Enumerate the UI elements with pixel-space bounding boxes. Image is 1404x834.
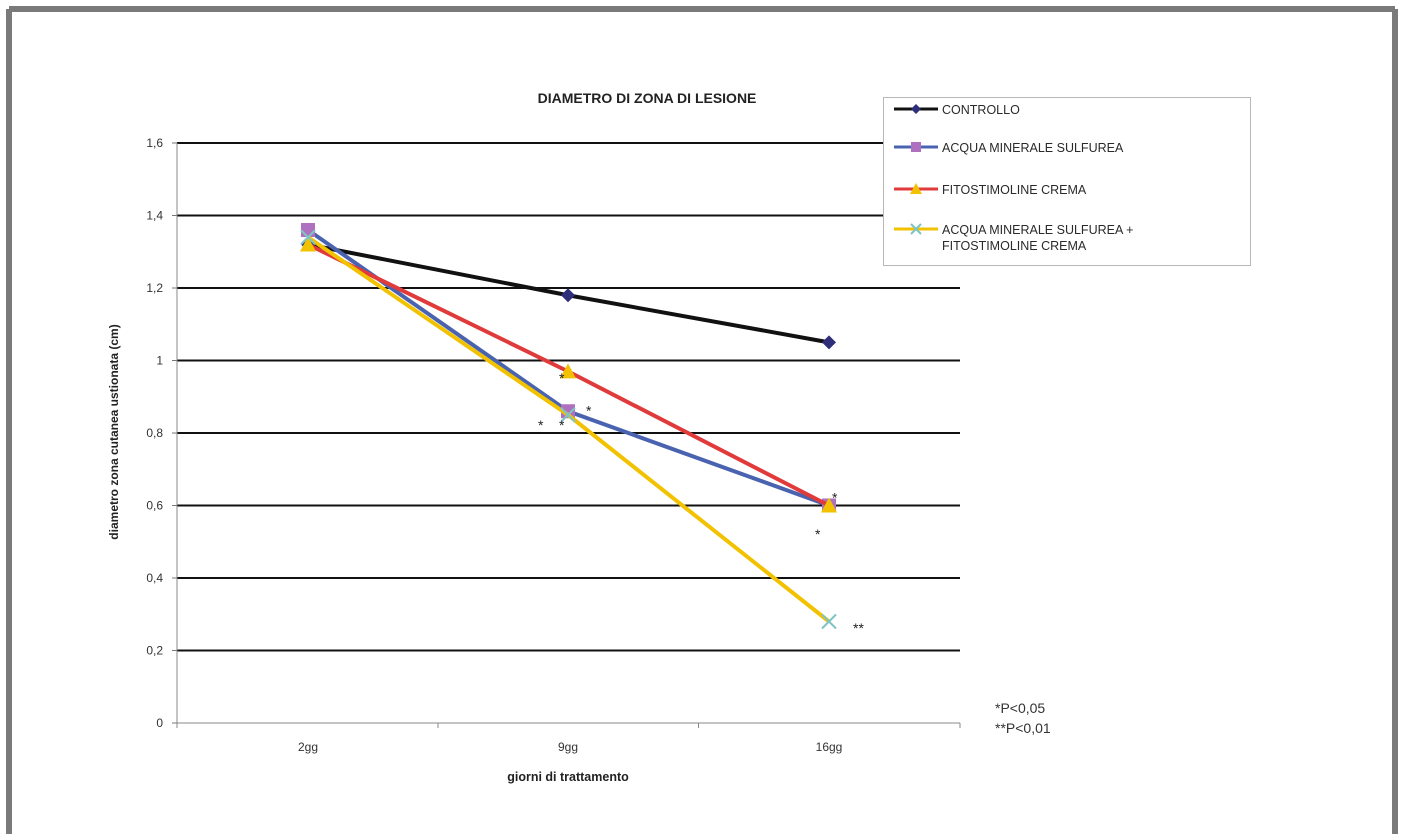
y-tick-label: 0 xyxy=(156,716,163,730)
x-axis-ticks: 2gg 9gg 16gg xyxy=(176,723,961,754)
legend-label: FITOSTIMOLINE CREMA xyxy=(942,183,1087,197)
y-tick-label: 1,6 xyxy=(146,136,163,150)
gridlines xyxy=(176,142,960,724)
marker-triangle xyxy=(910,183,922,194)
x-axis-label: giorni di trattamento xyxy=(507,770,629,784)
y-tick-label: 1 xyxy=(156,354,163,368)
significance-notes: *P<0,05 **P<0,01 xyxy=(995,698,1051,738)
series-3 xyxy=(300,229,837,630)
annotation-asterisk: * xyxy=(538,417,544,433)
annotation-asterisk: * xyxy=(815,526,821,542)
marker-x xyxy=(910,223,922,235)
marker-x xyxy=(300,229,316,245)
annotation-asterisk: * xyxy=(559,417,565,433)
x-tick-label: 9gg xyxy=(558,740,578,754)
legend-swatch xyxy=(892,140,940,154)
marker-triangle xyxy=(300,236,316,252)
y-axis-label: diametro zona cutanea ustionata (cm) xyxy=(107,324,121,539)
y-tick-label: 1,2 xyxy=(146,281,163,295)
legend-item-1: ACQUA MINERALE SULFUREA xyxy=(892,140,1232,156)
annotation-asterisk: ** xyxy=(853,620,864,636)
annotation-asterisk: * xyxy=(559,370,565,386)
legend: CONTROLLO ACQUA MINERALE SULFUREA FITOSTIM… xyxy=(883,97,1251,266)
legend-swatch xyxy=(892,182,940,196)
x-tick-label: 16gg xyxy=(816,740,843,754)
y-tick-label: 0,4 xyxy=(146,571,163,585)
marker-x xyxy=(821,613,837,630)
marker-diamond xyxy=(911,104,921,114)
y-axis-ticks: 0 0,2 0,4 0,6 0,8 1 1,2 1,4 1,6 xyxy=(146,136,177,730)
marker-square xyxy=(301,223,315,237)
y-tick-label: 1,4 xyxy=(146,209,163,223)
marker-triangle xyxy=(821,497,837,513)
note-p005: *P<0,05 xyxy=(995,700,1046,716)
marker-square xyxy=(911,142,921,152)
legend-swatch xyxy=(892,222,940,236)
significance-annotations: ** ****** xyxy=(538,370,864,636)
legend-label: ACQUA MINERALE SULFUREA + FITOSTIMOLINE … xyxy=(942,223,1134,253)
marker-triangle xyxy=(560,363,576,379)
series-0 xyxy=(301,237,836,350)
series-2 xyxy=(300,236,837,513)
marker-diamond xyxy=(822,335,836,350)
legend-label: ACQUA MINERALE SULFUREA xyxy=(942,141,1124,155)
y-tick-label: 0,8 xyxy=(146,426,163,440)
annotation-asterisk: * xyxy=(586,403,592,419)
x-tick-label: 2gg xyxy=(298,740,318,754)
legend-item-2: FITOSTIMOLINE CREMA xyxy=(892,182,1232,198)
legend-label: CONTROLLO xyxy=(942,103,1020,117)
legend-item-3: ACQUA MINERALE SULFUREA + FITOSTIMOLINE … xyxy=(892,222,1232,254)
annotation-asterisk: * xyxy=(832,490,838,506)
series-lines xyxy=(300,223,837,630)
marker-x xyxy=(560,407,576,423)
marker-diamond xyxy=(561,288,575,303)
legend-item-0: CONTROLLO xyxy=(892,102,1232,118)
y-tick-label: 0,2 xyxy=(146,644,163,658)
legend-swatch xyxy=(892,102,940,116)
note-p001: **P<0,01 xyxy=(995,720,1051,736)
chart-title: DIAMETRO DI ZONA DI LESIONE xyxy=(538,90,757,106)
y-tick-label: 0,6 xyxy=(146,499,163,513)
